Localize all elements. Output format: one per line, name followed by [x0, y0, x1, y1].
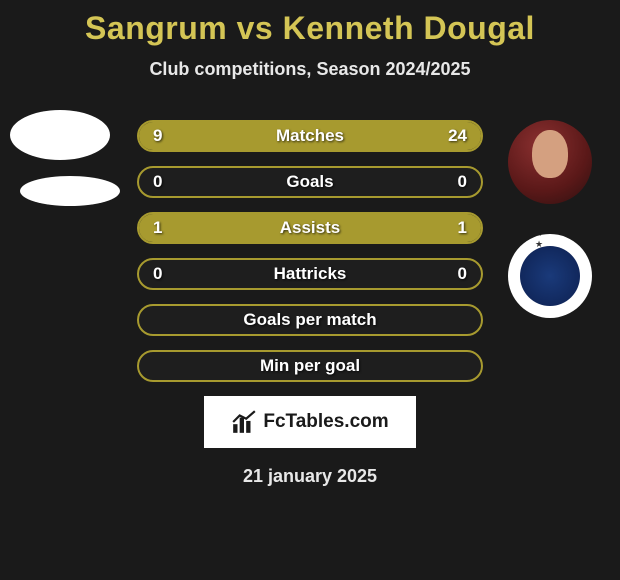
stat-row: 0Goals0 — [137, 166, 483, 198]
stat-label: Assists — [139, 214, 481, 242]
club-right-badge — [508, 234, 592, 318]
footer-badge: FcTables.com — [204, 396, 416, 448]
club-left-badge — [20, 176, 120, 206]
player-right-avatar — [508, 120, 592, 204]
stat-label: Matches — [139, 122, 481, 150]
page-title: Sangrum vs Kenneth Dougal — [0, 10, 620, 47]
fctables-logo-icon — [231, 409, 257, 435]
stat-label: Hattricks — [139, 260, 481, 288]
subtitle: Club competitions, Season 2024/2025 — [0, 59, 620, 80]
stat-label: Goals — [139, 168, 481, 196]
stat-row: 1Assists1 — [137, 212, 483, 244]
stat-row: 0Hattricks0 — [137, 258, 483, 290]
stat-value-right: 1 — [458, 214, 467, 242]
player-left-avatar — [10, 110, 110, 160]
comparison-card: Sangrum vs Kenneth Dougal Club competiti… — [0, 0, 620, 580]
date-text: 21 january 2025 — [0, 466, 620, 487]
stat-row: 9Matches24 — [137, 120, 483, 152]
stat-row: Min per goal — [137, 350, 483, 382]
stat-value-right: 24 — [448, 122, 467, 150]
stat-value-right: 0 — [458, 260, 467, 288]
stat-label: Goals per match — [139, 306, 481, 334]
stat-value-right: 0 — [458, 168, 467, 196]
club-emblem-icon — [520, 246, 580, 306]
stat-row: Goals per match — [137, 304, 483, 336]
stat-label: Min per goal — [139, 352, 481, 380]
footer-brand-text: FcTables.com — [263, 411, 388, 433]
